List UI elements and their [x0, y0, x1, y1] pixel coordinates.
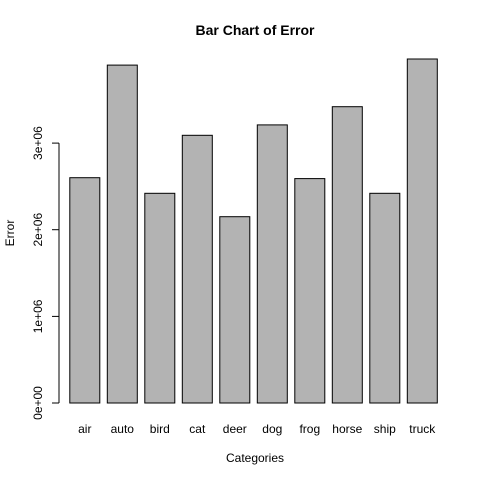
bar-frog	[294, 178, 326, 404]
x-axis-label: Categories	[226, 451, 284, 465]
bar-ship	[369, 192, 401, 404]
bar-horse	[331, 106, 363, 404]
bar-bird	[144, 192, 176, 404]
x-tick-label-frog: frog	[299, 422, 320, 436]
x-tick-label-bird: bird	[150, 422, 170, 436]
x-tick-label-air: air	[78, 422, 91, 436]
x-tick-label-dog: dog	[262, 422, 282, 436]
bar-air	[69, 177, 101, 404]
x-tick-labels: air auto bird cat deer dog frog horse ship truck	[78, 422, 436, 436]
bar-auto	[106, 64, 138, 404]
x-tick-label-deer: deer	[223, 422, 247, 436]
chart-title: Bar Chart of Error	[195, 22, 315, 38]
x-tick-label-cat: cat	[189, 422, 206, 436]
y-tick-label: 3e+06	[31, 126, 45, 160]
x-tick-label-auto: auto	[111, 422, 135, 436]
y-tick-label: 1e+06	[31, 299, 45, 333]
bar-dog	[256, 124, 288, 404]
bar-truck	[406, 58, 438, 404]
y-axis-label: Error	[3, 220, 17, 247]
y-tick-label: 2e+06	[31, 213, 45, 247]
bar-deer	[219, 216, 251, 404]
y-tick-label: 0e+00	[31, 386, 45, 420]
x-tick-label-truck: truck	[409, 422, 436, 436]
bars-group	[69, 58, 438, 404]
x-tick-label-ship: ship	[374, 422, 396, 436]
bar-cat	[181, 134, 213, 404]
y-axis: 0e+00 1e+06 2e+06 3e+06	[31, 126, 60, 420]
x-tick-label-horse: horse	[332, 422, 362, 436]
